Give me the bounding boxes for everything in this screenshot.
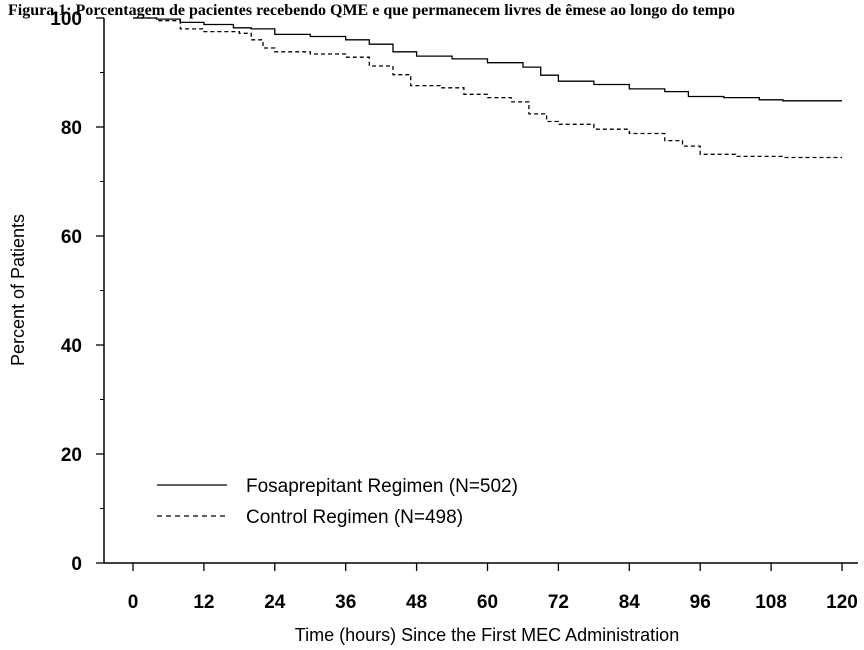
- x-tick-label: 84: [619, 592, 641, 613]
- x-tick-label: 36: [335, 592, 356, 613]
- plot-area: 0 20 40 60 80 100 0 12 24 36 48 60 72 84 96 108 120: [50, 9, 858, 613]
- x-tick-label: 96: [690, 592, 711, 613]
- x-tick-label: 72: [548, 592, 569, 613]
- legend-label-control: Control Regimen (N=498): [246, 507, 463, 528]
- y-axis-ticks: 0 20 40 60 80 100: [50, 9, 104, 575]
- x-axis-label: Time (hours) Since the First MEC Adminis…: [295, 625, 679, 645]
- y-tick-label: 40: [61, 336, 82, 357]
- series-lines: [133, 17, 842, 159]
- y-tick-label: 60: [61, 227, 82, 248]
- chart-title: Figura 1: Porcentagem de pacientes receb…: [8, 2, 735, 19]
- y-axis-label: Percent of Patients: [8, 214, 28, 366]
- y-tick-label: 20: [61, 445, 82, 466]
- y-tick-label: 80: [61, 118, 82, 139]
- y-tick-label: 100: [50, 9, 82, 30]
- x-tick-label: 12: [193, 592, 214, 613]
- legend: Fosaprepitant Regimen (N=502) Control Re…: [157, 476, 518, 528]
- x-tick-label: 108: [755, 592, 787, 613]
- series-line-1: [133, 17, 842, 159]
- x-axis-ticks: 0 12 24 36 48 60 72 84 96 108 120: [128, 563, 858, 613]
- series-line-0: [133, 17, 842, 102]
- x-tick-label: 120: [826, 592, 858, 613]
- x-tick-label: 0: [128, 592, 139, 613]
- y-tick-label: 0: [71, 554, 82, 575]
- x-tick-label: 48: [406, 592, 427, 613]
- x-tick-label: 24: [264, 592, 286, 613]
- legend-label-fosaprepitant: Fosaprepitant Regimen (N=502): [246, 476, 518, 497]
- x-tick-label: 60: [477, 592, 498, 613]
